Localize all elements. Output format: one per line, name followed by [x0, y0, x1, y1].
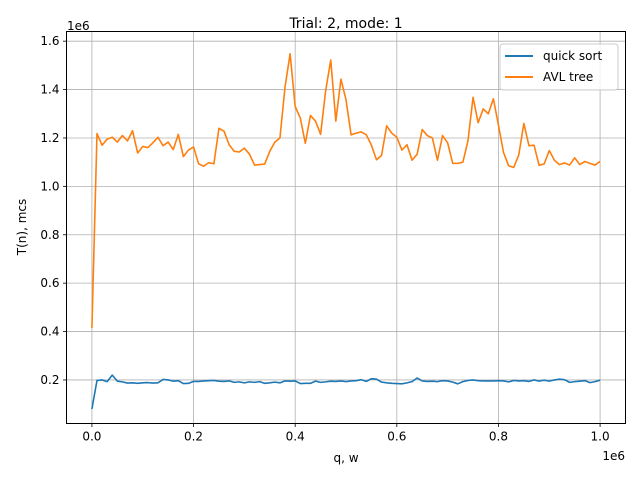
x-tick-label: 0.2 — [184, 430, 203, 444]
y-tick-label: 0.8 — [40, 228, 59, 242]
y-tick-label: 0.4 — [40, 325, 59, 339]
chart-title: Trial: 2, mode: 1 — [288, 16, 402, 32]
x-tick-label: 0.8 — [489, 430, 508, 444]
x-axis-label: q, w — [333, 451, 358, 465]
x-tick-label: 0.4 — [286, 430, 305, 444]
x-ticks: 0.0 0.2 0.4 0.6 0.8 1.0 — [82, 423, 610, 444]
y-tick-label: 0.2 — [40, 373, 59, 387]
y-tick-label: 1.2 — [40, 131, 59, 145]
y-tick-label: 0.6 — [40, 276, 59, 290]
series-line-quick-sort — [91, 374, 601, 410]
legend-label-quick-sort: quick sort — [543, 49, 602, 63]
y-offset-label: 1e6 — [67, 19, 90, 33]
axes-frame — [66, 31, 626, 424]
series-line-avl-tree — [91, 52, 601, 328]
x-tick-label: 1.0 — [591, 430, 610, 444]
series-layer — [91, 52, 601, 410]
x-tick-label: 0.6 — [387, 430, 406, 444]
y-tick-label: 1.6 — [40, 34, 59, 48]
legend: quick sort AVL tree — [499, 43, 619, 91]
y-tick-label: 1.0 — [40, 179, 59, 193]
x-tick-label: 0.0 — [82, 430, 101, 444]
y-ticks: 0.2 0.4 0.6 0.8 1.0 1.2 1.4 1.6 — [40, 34, 67, 387]
y-tick-label: 1.4 — [40, 83, 59, 97]
legend-label-avl-tree: AVL tree — [543, 70, 593, 84]
y-axis-label: T(n), mcs — [15, 199, 29, 256]
x-offset-label: 1e6 — [602, 449, 625, 463]
